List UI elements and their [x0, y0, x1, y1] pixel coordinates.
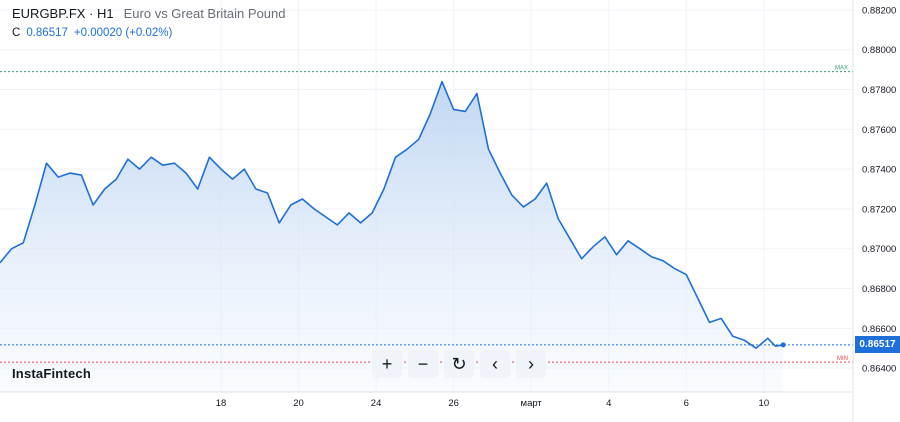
- chart-toolbar: + − ↻ ‹ ›: [372, 350, 550, 378]
- close-value: 0.86517: [26, 27, 68, 39]
- x-tick-label: 4: [606, 398, 611, 409]
- x-tick-label: 18: [216, 398, 227, 409]
- scroll-back-button[interactable]: ‹: [480, 350, 510, 378]
- close-label: C: [12, 27, 21, 39]
- x-tick-label: 6: [684, 398, 689, 409]
- y-tick-label: 0.87200: [862, 204, 896, 215]
- y-tick-label: 0.88000: [862, 45, 896, 56]
- current-price-badge: 0.86517: [855, 336, 900, 354]
- chart-header: EURGBP.FX · H1 Euro vs Great Britain Pou…: [12, 6, 285, 39]
- reset-button[interactable]: ↻: [444, 350, 474, 378]
- x-tick-label: 24: [371, 398, 382, 409]
- y-tick-label: 0.87800: [862, 85, 896, 96]
- x-tick-label: 20: [293, 398, 304, 409]
- chevron-right-icon: ›: [528, 353, 534, 374]
- y-axis-labels: 0.88200 0.88000 0.87800 0.87600 0.87400 0.872…: [862, 5, 896, 374]
- reset-icon: ↻: [451, 353, 467, 374]
- chevron-left-icon: ‹: [492, 353, 498, 374]
- symbol-label: EURGBP.FX · H1: [12, 6, 114, 21]
- y-tick-label: 0.86400: [862, 364, 896, 375]
- y-tick-label: 0.86800: [862, 284, 896, 295]
- y-tick-label: 0.87000: [862, 244, 896, 255]
- zoom-out-button[interactable]: −: [408, 350, 438, 378]
- y-tick-label: 0.87600: [862, 125, 896, 136]
- scroll-forward-button[interactable]: ›: [516, 350, 546, 378]
- x-tick-label: 10: [759, 398, 770, 409]
- min-label: MIN: [837, 356, 848, 362]
- x-tick-label: 26: [448, 398, 459, 409]
- change-value: +0.00020 (+0.02%): [73, 27, 173, 39]
- y-tick-label: 0.87400: [862, 165, 896, 176]
- symbol-description: Euro vs Great Britain Pound: [123, 6, 286, 21]
- price-line: [0, 80, 784, 350]
- plus-icon: +: [381, 353, 393, 374]
- max-label: MAX: [835, 66, 848, 72]
- y-tick-label: 0.88200: [862, 5, 896, 16]
- last-price-dot: [780, 342, 786, 348]
- minus-icon: −: [417, 353, 429, 374]
- brand-logo: InstaFintech: [12, 366, 91, 381]
- x-axis-labels: 18 20 24 26 март 4 6 10: [216, 398, 769, 409]
- x-tick-label: март: [521, 398, 543, 409]
- y-tick-label: 0.86600: [862, 324, 896, 335]
- zoom-in-button[interactable]: +: [372, 350, 402, 378]
- price-area: [0, 81, 784, 392]
